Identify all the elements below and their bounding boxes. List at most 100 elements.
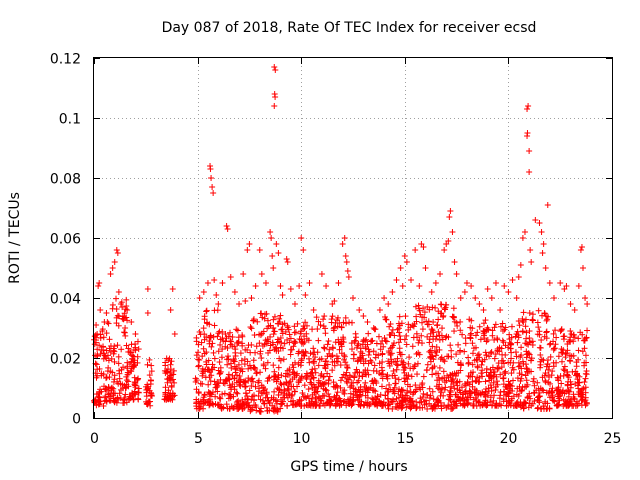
data-point-band xyxy=(582,375,589,382)
data-point xyxy=(350,295,356,301)
data-point-band xyxy=(569,368,576,375)
data-point-band xyxy=(523,329,530,336)
data-point-band xyxy=(218,404,225,411)
data-point-band xyxy=(217,370,224,377)
data-point-band xyxy=(424,361,431,368)
data-point xyxy=(227,274,234,280)
data-point-band xyxy=(170,367,177,374)
data-point-band xyxy=(230,404,237,411)
data-point-band xyxy=(336,346,343,353)
data-point xyxy=(579,265,586,271)
data-point-band xyxy=(325,391,332,398)
data-point-band xyxy=(107,343,114,350)
data-point-band xyxy=(477,336,484,343)
data-point-band xyxy=(246,362,253,369)
data-point-band xyxy=(412,303,419,310)
data-point xyxy=(270,265,277,271)
data-point-band xyxy=(454,393,461,400)
data-point-band xyxy=(459,395,466,402)
data-point-band xyxy=(365,330,372,337)
data-point-band xyxy=(399,392,406,399)
data-point-band xyxy=(582,384,589,391)
data-point-band xyxy=(148,368,155,375)
data-point-band xyxy=(550,338,557,345)
data-point-band xyxy=(424,392,431,399)
data-point xyxy=(341,235,348,241)
data-point-band xyxy=(530,389,537,396)
data-point-band xyxy=(349,401,356,408)
data-point-band xyxy=(339,374,346,381)
data-point-band xyxy=(404,387,411,394)
data-point xyxy=(446,214,453,220)
data-point-band xyxy=(259,342,266,349)
data-point-band xyxy=(329,352,336,359)
data-point-band xyxy=(144,361,151,368)
data-point xyxy=(457,295,464,301)
data-point-band xyxy=(258,355,265,362)
data-point-band xyxy=(259,390,266,397)
data-point-band xyxy=(453,370,460,377)
data-point-band xyxy=(500,339,507,346)
data-point-band xyxy=(277,312,284,319)
data-point xyxy=(287,286,294,292)
data-point-band xyxy=(575,356,582,363)
data-point-band xyxy=(201,368,208,375)
data-point-band xyxy=(334,323,341,330)
data-point-band xyxy=(251,332,258,339)
data-point-band xyxy=(432,352,439,359)
data-point-band xyxy=(365,371,372,378)
data-point-band xyxy=(315,362,322,369)
data-point-band xyxy=(582,389,589,396)
data-point-band xyxy=(100,402,107,409)
data-point-band xyxy=(239,342,246,349)
data-point-band xyxy=(471,386,478,393)
data-point-band xyxy=(384,402,391,409)
data-point xyxy=(339,241,346,247)
data-point-band xyxy=(384,372,391,379)
data-point-band xyxy=(518,387,525,394)
data-point-band xyxy=(250,317,257,324)
data-point-band xyxy=(219,391,226,398)
data-point-band xyxy=(100,355,107,362)
data-point xyxy=(99,328,106,334)
data-point-band xyxy=(390,396,397,403)
data-point-band xyxy=(436,336,443,343)
data-point-band xyxy=(111,372,118,379)
data-point-band xyxy=(224,361,231,368)
data-point-band xyxy=(479,373,486,380)
data-point-band xyxy=(444,353,451,360)
data-point-band xyxy=(257,332,264,339)
data-point-band xyxy=(322,364,329,371)
data-point-band xyxy=(275,320,282,327)
data-point-band xyxy=(414,403,421,410)
data-point-band xyxy=(433,344,440,351)
data-point-band xyxy=(386,360,393,367)
data-point-band xyxy=(396,313,403,320)
data-point xyxy=(480,307,487,313)
data-point xyxy=(240,271,247,277)
data-point-band xyxy=(351,338,358,345)
data-point-band xyxy=(514,339,521,346)
data-point-band xyxy=(505,397,512,404)
data-point xyxy=(207,166,214,172)
data-point-band xyxy=(564,371,571,378)
data-point-band xyxy=(108,355,115,362)
data-point-band xyxy=(552,327,559,334)
data-point xyxy=(215,301,222,307)
data-point xyxy=(342,253,349,259)
data-point-band xyxy=(484,337,491,344)
data-point xyxy=(283,256,290,262)
data-point-band xyxy=(476,323,483,330)
data-point-band xyxy=(310,374,317,381)
data-point-band xyxy=(326,402,333,409)
data-point-band xyxy=(266,347,273,354)
data-point-band xyxy=(102,386,109,393)
data-point-band xyxy=(500,357,507,364)
data-point-band xyxy=(512,349,519,356)
data-point-band xyxy=(223,377,230,384)
data-point-band xyxy=(383,385,390,392)
data-point-band xyxy=(264,377,271,384)
data-point-band xyxy=(169,390,176,397)
data-point xyxy=(571,307,578,313)
